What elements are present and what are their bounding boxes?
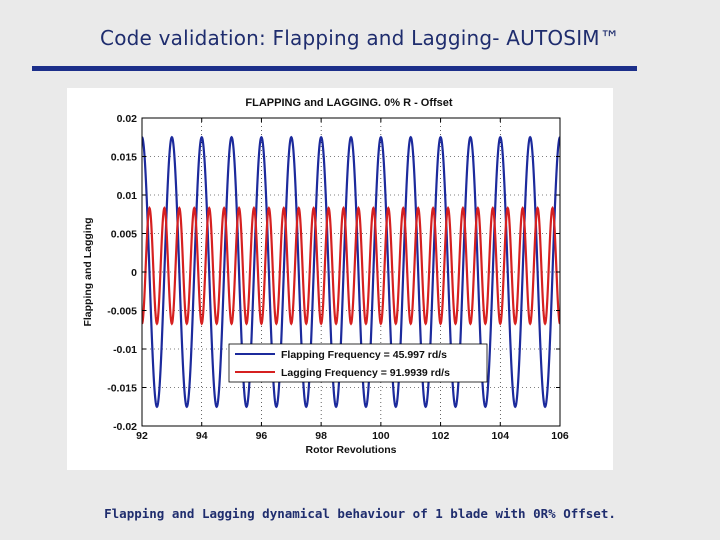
y-tick-label: -0.02 bbox=[113, 421, 137, 433]
axis-ticks bbox=[141, 117, 561, 427]
figure-caption: Flapping and Lagging dynamical behaviour… bbox=[104, 506, 616, 521]
plot-area bbox=[142, 135, 560, 409]
tick-labels: 92 94 96 98 100 102 104 106 0.02 0.015 0.01 0.005 0 -… bbox=[107, 113, 569, 442]
x-axis-label: Rotor Revolutions bbox=[306, 444, 397, 456]
y-axis-label: Flapping and Lagging bbox=[82, 217, 94, 326]
x-tick-label: 96 bbox=[256, 430, 268, 442]
legend-flapping-label: Flapping Frequency = 45.997 rd/s bbox=[281, 349, 447, 361]
x-tick-label: 98 bbox=[315, 430, 327, 442]
y-tick-label: 0.015 bbox=[111, 152, 137, 164]
y-tick-label: 0 bbox=[131, 267, 137, 279]
y-tick-label: 0.01 bbox=[117, 190, 138, 202]
x-tick-label: 100 bbox=[372, 430, 390, 442]
x-tick-label: 106 bbox=[551, 430, 569, 442]
x-tick-label: 92 bbox=[136, 430, 148, 442]
x-tick-label: 104 bbox=[492, 430, 510, 442]
lagging-series-line bbox=[142, 206, 560, 326]
flapping-series-line bbox=[142, 135, 560, 409]
y-tick-label: -0.01 bbox=[113, 344, 137, 356]
legend-lagging-label: Lagging Frequency = 91.9939 rd/s bbox=[281, 367, 450, 379]
legend: Flapping Frequency = 45.997 rd/s Lagging… bbox=[228, 343, 488, 383]
title-divider bbox=[32, 66, 637, 71]
y-tick-label: -0.005 bbox=[107, 306, 137, 318]
chart-title: FLAPPING and LAGGING. 0% R - Offset bbox=[245, 97, 453, 109]
y-tick-label: 0.005 bbox=[111, 229, 137, 241]
x-tick-label: 94 bbox=[196, 430, 208, 442]
chart-figure: FLAPPING and LAGGING. 0% R - Offset 92 94… bbox=[67, 88, 613, 470]
legend-box bbox=[228, 343, 488, 383]
y-tick-label: -0.015 bbox=[107, 383, 137, 395]
slide-title: Code validation: Flapping and Lagging- A… bbox=[100, 26, 620, 50]
y-tick-label: 0.02 bbox=[117, 113, 138, 125]
flapping-lagging-chart: FLAPPING and LAGGING. 0% R - Offset 92 94… bbox=[82, 97, 569, 456]
x-tick-label: 102 bbox=[432, 430, 450, 442]
